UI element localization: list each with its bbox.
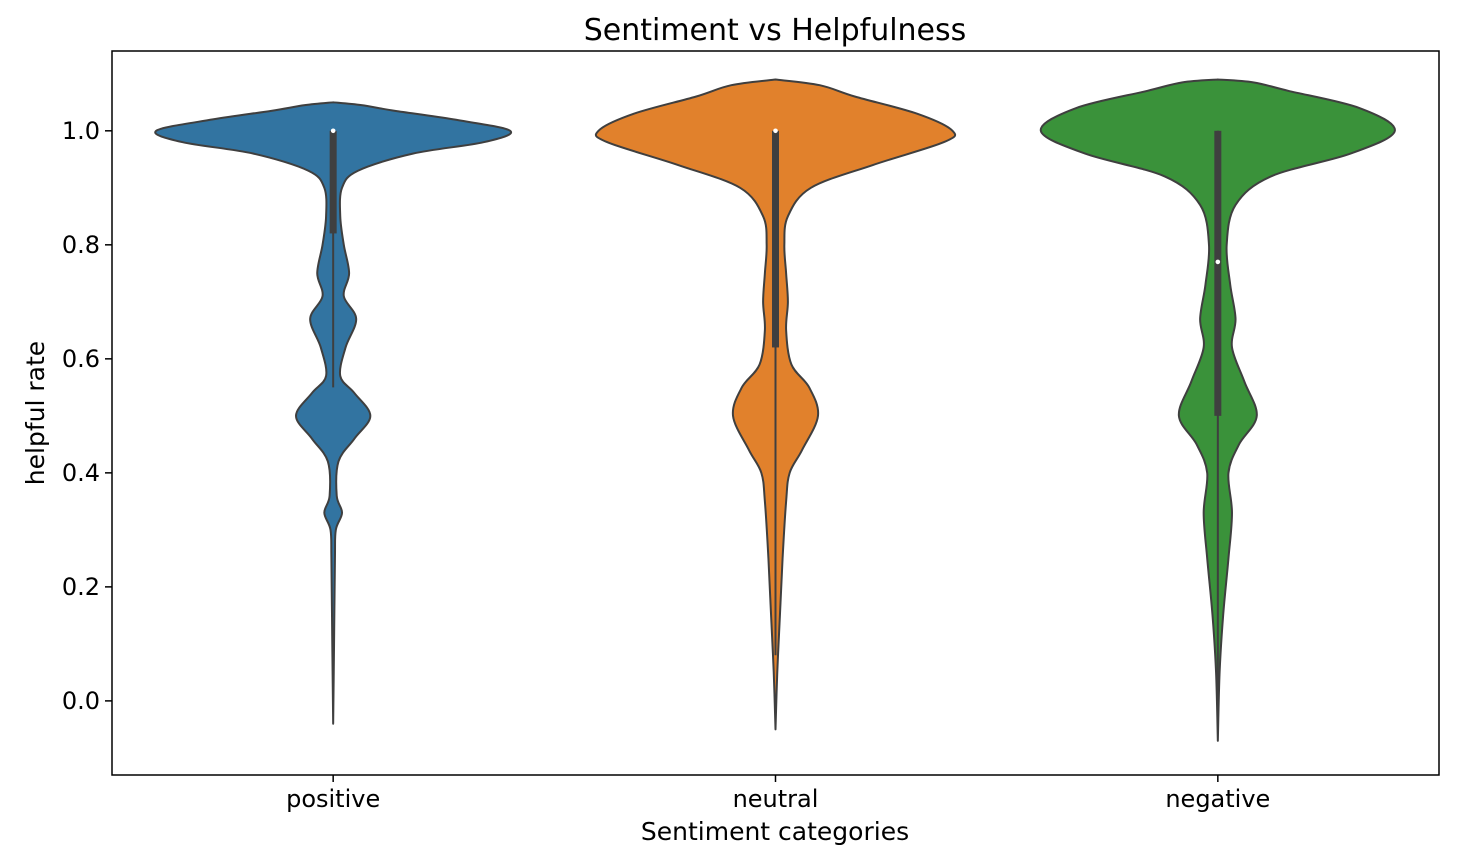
iqr-box-positive (329, 130, 337, 234)
y-axis-label: helpful rate (21, 341, 50, 485)
box-group (329, 128, 1222, 701)
y-tick-label: 0.8 (62, 231, 100, 259)
x-tick-label-positive: positive (286, 785, 380, 813)
violin-positive (154, 101, 513, 725)
median-dot-neutral (773, 128, 778, 134)
y-tick-label: 1.0 (62, 117, 100, 145)
plot-frame (111, 50, 1440, 776)
y-tick-label: 0.6 (62, 345, 100, 373)
x-axis-label: Sentiment categories (641, 817, 909, 846)
y-axis-ticks: 0.0 0.2 0.4 0.6 0.8 1.0 (62, 117, 112, 715)
x-tick-label-neutral: neutral (733, 785, 819, 813)
x-tick-label-negative: negative (1165, 785, 1270, 813)
y-tick-label: 0.0 (62, 687, 100, 715)
iqr-box-negative (1214, 130, 1222, 416)
y-tick-label: 0.2 (62, 573, 100, 601)
y-tick-label: 0.4 (62, 459, 100, 487)
iqr-box-neutral (772, 130, 779, 348)
median-dot-positive (330, 128, 336, 134)
median-dot-negative (1215, 259, 1221, 265)
chart-title: Sentiment vs Helpfulness (584, 13, 967, 48)
x-axis-ticks: positive neutral negative (286, 775, 1270, 813)
